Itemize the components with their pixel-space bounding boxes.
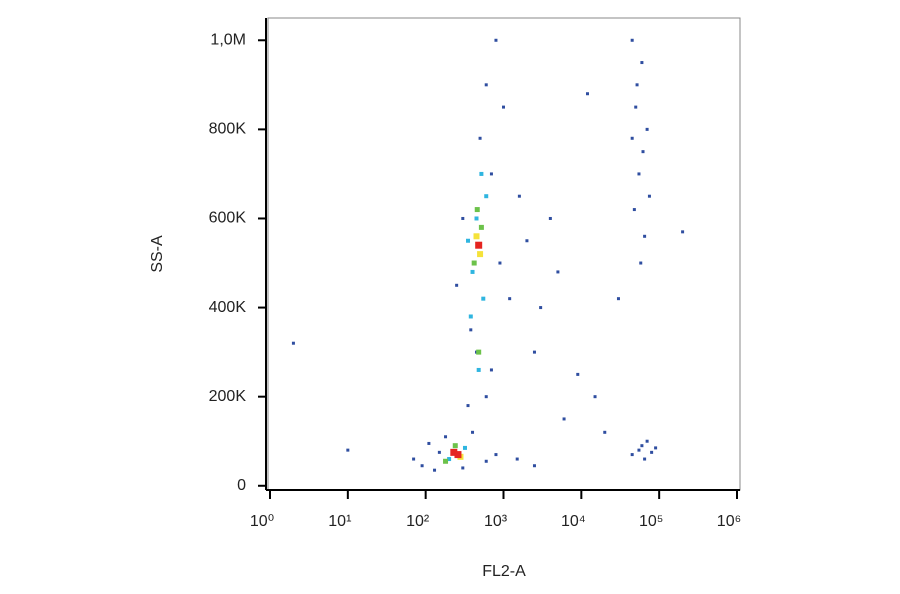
point — [475, 241, 483, 249]
point — [532, 350, 536, 354]
y-tick-label: 200K — [209, 388, 247, 405]
point — [466, 404, 470, 408]
point — [473, 233, 480, 240]
point — [525, 239, 529, 243]
point — [647, 194, 651, 198]
point — [444, 435, 448, 439]
x-tick-label: 10¹ — [328, 513, 351, 530]
point — [517, 194, 521, 198]
point — [494, 453, 498, 457]
point — [645, 127, 649, 131]
y-tick-label: 600K — [209, 210, 247, 227]
point — [433, 468, 437, 472]
point — [502, 105, 505, 109]
point — [478, 224, 484, 230]
point — [498, 261, 502, 265]
point — [630, 38, 634, 42]
point — [634, 105, 638, 109]
point — [452, 443, 458, 449]
point — [548, 216, 552, 220]
point — [539, 306, 543, 310]
point — [443, 458, 449, 464]
point — [494, 38, 498, 42]
point — [474, 207, 480, 213]
point — [639, 261, 643, 265]
point — [469, 328, 473, 332]
point — [641, 150, 645, 154]
y-tick-label: 400K — [209, 299, 247, 316]
point — [640, 61, 644, 65]
point — [468, 314, 473, 319]
point — [412, 457, 416, 461]
plot-frame — [267, 17, 741, 491]
point — [427, 441, 431, 445]
x-tick-label: 10⁵ — [639, 513, 663, 530]
x-tick-label: 10⁶ — [717, 513, 741, 530]
point — [637, 448, 641, 452]
point — [637, 172, 641, 176]
point — [454, 451, 462, 459]
point — [477, 251, 484, 258]
point — [635, 83, 639, 87]
y-tick-label: 0 — [237, 477, 246, 494]
point — [650, 450, 654, 454]
x-tick-label: 10³ — [484, 513, 508, 530]
point — [346, 448, 350, 452]
x-tick-label: 10⁰ — [250, 513, 274, 530]
point — [447, 457, 452, 462]
point — [654, 446, 658, 450]
x-axis-label: FL2-A — [482, 563, 526, 580]
point — [481, 296, 486, 301]
point — [474, 216, 479, 221]
y-tick-label: 1,0M — [210, 31, 246, 48]
point — [484, 83, 488, 87]
point — [484, 459, 488, 463]
point — [462, 445, 467, 450]
point — [681, 230, 685, 234]
y-tick-label: 800K — [209, 121, 247, 138]
point — [508, 297, 512, 301]
point — [593, 395, 597, 399]
point — [585, 92, 589, 96]
point — [461, 466, 465, 470]
point — [630, 453, 634, 457]
point — [476, 367, 481, 372]
point — [562, 417, 566, 421]
point — [640, 444, 644, 448]
point — [461, 216, 465, 220]
point — [532, 464, 536, 468]
x-tick-label: 10² — [406, 513, 430, 530]
point — [643, 234, 647, 238]
point — [466, 238, 471, 243]
point — [484, 395, 488, 399]
point — [470, 269, 475, 274]
point — [515, 457, 519, 461]
point — [603, 430, 607, 434]
point — [478, 136, 482, 140]
point — [471, 430, 475, 434]
point — [291, 341, 295, 345]
y-axis-label: SS-A — [149, 235, 166, 273]
point — [616, 297, 620, 301]
point — [630, 136, 634, 140]
point — [484, 194, 489, 199]
point — [632, 208, 636, 212]
point — [420, 464, 424, 468]
point — [489, 172, 493, 176]
x-tick-label: 10⁴ — [561, 513, 586, 530]
point — [437, 450, 441, 454]
point — [556, 270, 560, 274]
point — [455, 283, 459, 287]
point — [576, 372, 580, 376]
point — [489, 368, 493, 372]
point — [450, 448, 458, 456]
point — [643, 457, 647, 461]
point — [645, 439, 649, 443]
point — [476, 349, 482, 355]
point — [471, 260, 477, 266]
point — [479, 171, 484, 176]
